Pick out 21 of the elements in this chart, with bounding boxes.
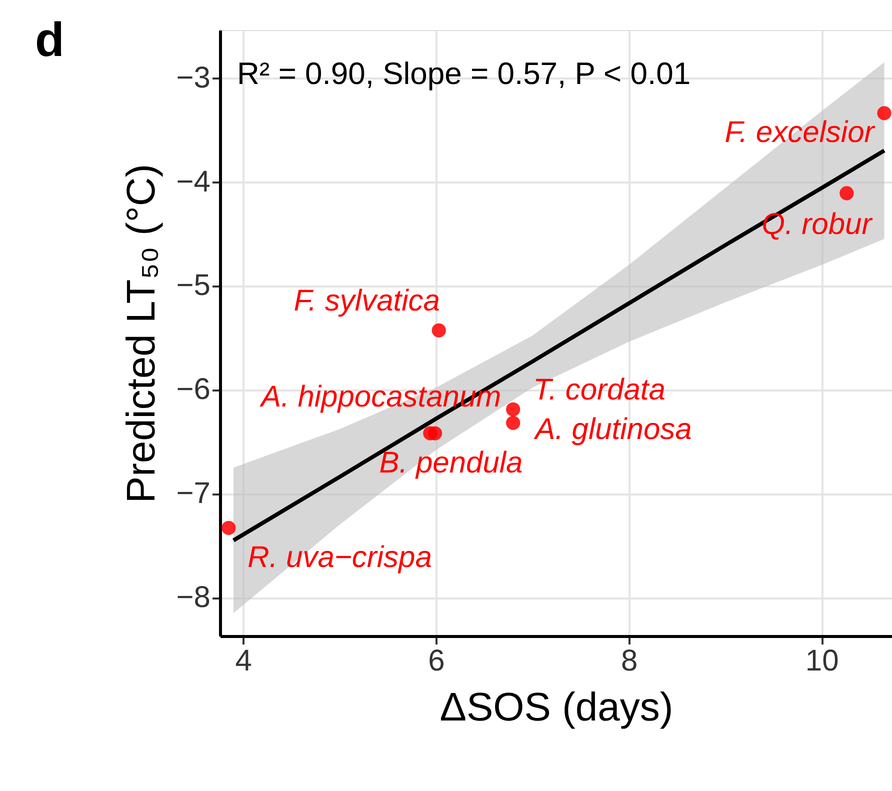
annotation: B. pendula bbox=[379, 446, 523, 480]
x-tick-label: 4 bbox=[235, 644, 252, 678]
x-tick-label: 8 bbox=[620, 644, 638, 678]
y-tick-label: −3 bbox=[176, 61, 210, 94]
annotation: R. uva−crispa bbox=[248, 540, 432, 574]
text: d bbox=[35, 14, 64, 67]
annotation: F. sylvatica bbox=[294, 284, 440, 318]
annotation: R² = 0.90, Slope = 0.57, P < 0.01 bbox=[237, 56, 691, 91]
y-tick-label: −6 bbox=[176, 373, 210, 406]
x-tick-label: 6 bbox=[428, 644, 445, 678]
x-axis-title: ΔSOS (days) bbox=[440, 686, 674, 730]
annotation: T. cordata bbox=[533, 373, 666, 406]
y-tick-label: −8 bbox=[176, 581, 210, 614]
annotation: Q. robur bbox=[762, 208, 873, 242]
annotation: A. glutinosa bbox=[533, 412, 692, 446]
y-axis-title: Predicted LT₅₀ (°C) bbox=[119, 164, 164, 504]
y-tick-label: −4 bbox=[176, 165, 210, 198]
y-tick-label: −7 bbox=[176, 477, 210, 510]
x-tick-label: 10 bbox=[805, 644, 839, 678]
annotation: F. excelsior bbox=[724, 116, 876, 150]
y-tick-label: −5 bbox=[176, 269, 210, 302]
